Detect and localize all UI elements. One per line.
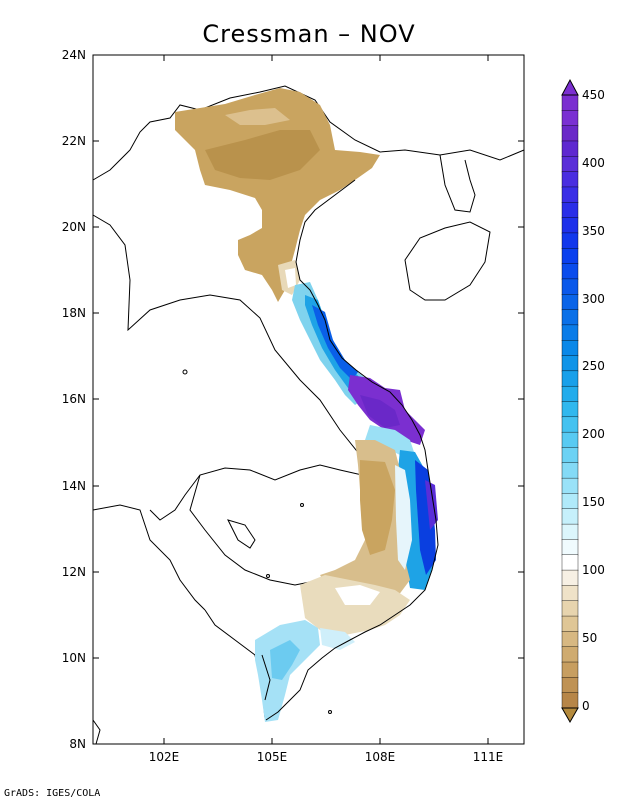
colorbar-step (561, 217, 579, 234)
colorbar-step (561, 125, 579, 142)
lat-label-12n: 12N (62, 565, 86, 579)
colorbar: 450 400 350 300 250 200 150 100 50 0 (561, 78, 605, 724)
colorbar-step (561, 248, 579, 265)
colorbar-label-200: 200 (582, 427, 605, 441)
colorbar-step (561, 156, 579, 173)
colorbar-step (561, 324, 579, 341)
colorbar-step (561, 171, 579, 188)
colorbar-step (561, 370, 579, 387)
colorbar-step (561, 585, 579, 602)
colorbar-label-250: 250 (582, 359, 605, 373)
colorbar-step (561, 309, 579, 326)
colorbar-step (561, 508, 579, 525)
colorbar-label-400: 400 (582, 156, 605, 170)
colorbar-label-300: 300 (582, 292, 605, 306)
lat-label-14n: 14N (62, 479, 86, 493)
colorbar-step (561, 94, 579, 112)
colorbar-steps (561, 94, 579, 709)
colorbar-label-100: 100 (582, 563, 605, 577)
colorbar-bottom-arrow (561, 707, 579, 724)
lat-label-18n: 18N (62, 306, 86, 320)
colorbar-step (561, 232, 579, 249)
colorbar-step (561, 340, 579, 357)
lon-axis: 102E 105E 108E 111E (149, 55, 504, 764)
colorbar-step (561, 493, 579, 510)
country-borders (92, 85, 525, 745)
colorbar-step (561, 186, 579, 203)
lon-label-108e: 108E (365, 750, 396, 764)
lat-label-20n: 20N (62, 220, 86, 234)
colorbar-step (561, 631, 579, 648)
lat-axis: 24N 22N 20N 18N 16N 14N 12N 10N 8N (62, 48, 524, 751)
colorbar-step (561, 110, 579, 127)
lat-label-24n: 24N (62, 48, 86, 62)
colorbar-step (561, 278, 579, 295)
colorbar-step (561, 646, 579, 663)
colorbar-step (561, 431, 579, 449)
colorbar-step (561, 401, 579, 418)
lat-label-10n: 10N (62, 651, 86, 665)
colorbar-label-350: 350 (582, 224, 605, 238)
colorbar-step (561, 202, 579, 219)
colorbar-step (561, 600, 579, 617)
colorbar-label-50: 50 (582, 631, 597, 645)
precipitation-field (175, 88, 438, 722)
lat-label-16n: 16N (62, 392, 86, 406)
colorbar-step (561, 140, 579, 157)
lat-label-22n: 22N (62, 134, 86, 148)
map-panel: 24N 22N 20N 18N 16N 14N 12N 10N 8N 102E … (62, 48, 525, 764)
colorbar-step (561, 692, 579, 709)
colorbar-step (561, 615, 579, 633)
lat-label-8n: 8N (69, 737, 86, 751)
colorbar-step (561, 554, 579, 571)
colorbar-step (561, 385, 579, 403)
colorbar-step (561, 447, 579, 464)
colorbar-step (561, 355, 579, 372)
colorbar-step (561, 416, 579, 433)
lon-label-102e: 102E (149, 750, 180, 764)
credit-text: GrADS: IGES/COLA (4, 788, 100, 799)
lon-label-105e: 105E (257, 750, 288, 764)
colorbar-step (561, 462, 579, 479)
map-title: Cressman – NOV (202, 20, 415, 48)
colorbar-step (561, 569, 579, 587)
colorbar-step (561, 661, 579, 679)
colorbar-label-0: 0 (582, 699, 590, 713)
colorbar-step (561, 677, 579, 694)
colorbar-label-150: 150 (582, 495, 605, 509)
colorbar-step (561, 523, 579, 541)
colorbar-label-450: 450 (582, 88, 605, 102)
colorbar-top-arrow (561, 78, 579, 96)
colorbar-step (561, 263, 579, 280)
lon-label-111e: 111E (473, 750, 504, 764)
colorbar-step (561, 294, 579, 311)
colorbar-step (561, 477, 579, 495)
colorbar-step (561, 539, 579, 556)
vietnam-coastline (261, 179, 439, 721)
